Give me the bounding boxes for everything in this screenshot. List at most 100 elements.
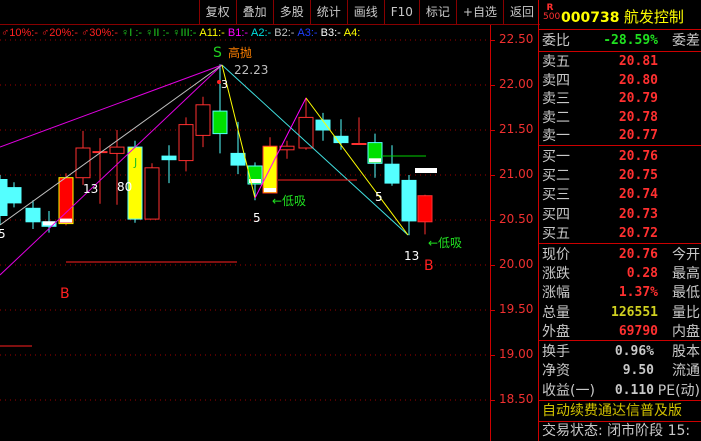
price-tick: 20.00 — [499, 257, 534, 271]
quote-row: 卖四 20.80 — [542, 71, 700, 91]
candle[interactable] — [0, 175, 8, 225]
overlay-button[interactable]: 叠加 — [235, 0, 273, 24]
candlestick-chart[interactable]: S 高抛 22.23 13 80J 5 5 13 3 5 B B ←低吸 ←低吸 — [0, 0, 490, 441]
quote-row: 买四 20.73 — [542, 205, 700, 225]
candle-body — [417, 195, 433, 223]
candle[interactable] — [195, 96, 211, 148]
indicator-legend: ♂10%:- ♂20%:- ♂30%:- ♀I :- ♀II :- ♀III:- A11:-… — [0, 25, 488, 42]
indicator-label: A4: — [343, 27, 361, 39]
j-mark: J — [133, 156, 137, 169]
candle[interactable] — [6, 182, 22, 208]
f10-button[interactable]: F10 — [383, 0, 419, 24]
candle-body — [75, 147, 91, 179]
candle-body — [25, 207, 41, 223]
statistics-button[interactable]: 统计 — [309, 0, 347, 24]
candle[interactable] — [25, 200, 41, 229]
row-value: 20.76 — [618, 149, 658, 164]
quote-row: 卖二 20.78 — [542, 108, 700, 128]
indicator-label: A2:- — [251, 27, 272, 39]
zigzag-line — [305, 97, 409, 236]
candle[interactable] — [144, 163, 160, 220]
count-mark: 80 — [117, 180, 132, 194]
candle[interactable] — [384, 145, 400, 186]
buy-signal: B — [60, 286, 70, 302]
row-label: 现价 — [542, 247, 570, 263]
candle-body — [279, 145, 295, 151]
row-value: 20.76 — [618, 247, 658, 262]
candle-body — [384, 163, 400, 184]
row-right-label: 量比 — [672, 304, 700, 321]
price-tick: 19.00 — [499, 347, 534, 361]
indicator-label: B1:- — [227, 27, 249, 39]
draw-line-button[interactable]: 画线 — [346, 0, 384, 24]
buy-text: ←低吸 — [428, 236, 462, 250]
count-mark: 5 — [0, 227, 6, 241]
indicator-label: A11:- — [199, 27, 225, 39]
candle[interactable] — [178, 117, 194, 172]
candle[interactable] — [161, 145, 177, 184]
row-value: 0.96% — [614, 344, 654, 359]
promo-banner[interactable]: 自动续费通达信普及版 — [542, 403, 682, 419]
candle[interactable] — [417, 194, 433, 235]
stock-name: 航发控制 — [623, 8, 684, 26]
quote-row: 卖三 20.79 — [542, 89, 700, 109]
candle-body — [401, 179, 417, 222]
row-right-label: 内盘 — [672, 323, 700, 340]
row-value: 20.75 — [618, 168, 658, 184]
back-button[interactable]: 返回 — [502, 0, 540, 24]
price-tick: 19.50 — [499, 302, 534, 316]
candle[interactable] — [109, 130, 125, 205]
row-label: 总量 — [542, 304, 570, 321]
sell-text: 高抛 — [228, 45, 252, 60]
quote-row: 换手 0.96% 股本 — [542, 342, 700, 362]
trend-line — [0, 64, 223, 276]
multi-stock-button[interactable]: 多股 — [272, 0, 310, 24]
candle[interactable] — [41, 211, 57, 233]
price-marker — [415, 168, 437, 173]
axis-tick-mark — [491, 400, 495, 401]
count-mark: 13 — [83, 182, 98, 196]
candle-marker — [369, 158, 381, 163]
candle[interactable] — [247, 162, 263, 201]
candle-body — [298, 116, 314, 149]
toolbar: 复权 叠加 多股 统计 画线 F10 标记 +自选 返回 — [0, 0, 540, 25]
row-label: 卖三 — [542, 91, 570, 108]
candle-marker — [249, 179, 261, 183]
trend-line — [0, 64, 223, 148]
row-label: 买一 — [542, 149, 570, 165]
candle[interactable] — [279, 140, 295, 159]
add-watchlist-button[interactable]: +自选 — [455, 0, 503, 24]
zigzag-line — [221, 64, 256, 199]
candle-marker — [43, 221, 55, 226]
row-label: 卖一 — [542, 128, 570, 145]
row-value: 20.72 — [618, 225, 658, 241]
weibi-value: -28.59% — [603, 33, 658, 48]
stock-code: 000738 — [561, 10, 620, 26]
price-axis: 22.50 22.00 21.50 21.00 20.50 20.00 19.50 19.00… — [490, 25, 538, 441]
row-label: 买五 — [542, 225, 570, 242]
quote-row: 外盘 69790 内盘 — [542, 322, 700, 342]
candle[interactable] — [75, 130, 91, 185]
candle-body — [195, 104, 211, 136]
axis-tick-mark — [491, 220, 495, 221]
row-value: 20.80 — [618, 72, 658, 88]
row-label: 买二 — [542, 168, 570, 185]
price-tick: 22.00 — [499, 77, 534, 91]
candle[interactable] — [212, 64, 228, 154]
candle[interactable] — [367, 133, 383, 178]
buy-text: ←低吸 — [272, 194, 306, 208]
zigzag-line — [254, 97, 307, 199]
indicator-label: ♂10%:- — [1, 27, 38, 39]
candle[interactable] — [351, 117, 367, 145]
candle-marker — [60, 218, 72, 223]
row-label: 卖五 — [542, 54, 570, 70]
axis-tick-mark — [491, 40, 495, 41]
badge-top: R — [546, 3, 554, 13]
candle[interactable] — [262, 137, 278, 194]
price-tick: 18.50 — [499, 392, 534, 406]
quote-row: 涨跌 0.28 最高 — [542, 264, 700, 284]
candle[interactable] — [58, 173, 74, 226]
candle[interactable] — [401, 175, 417, 236]
mark-button[interactable]: 标记 — [418, 0, 456, 24]
restore-rights-button[interactable]: 复权 — [198, 0, 236, 24]
